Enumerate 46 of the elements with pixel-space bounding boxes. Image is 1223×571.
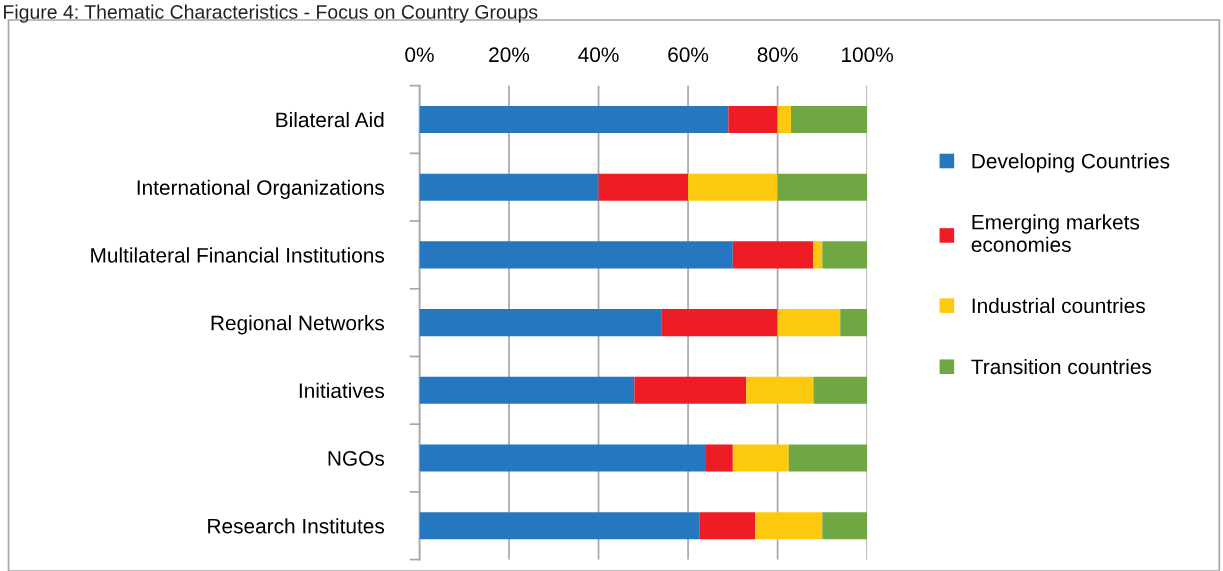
bar <box>419 512 700 540</box>
bar <box>840 309 868 337</box>
y-tick-label: Initiatives <box>299 382 385 399</box>
legend-label: Industrial countries <box>972 297 1145 314</box>
y-tick-label: Research Institutes <box>208 518 385 534</box>
bar <box>419 173 599 201</box>
bar <box>419 376 635 404</box>
bar <box>822 512 868 540</box>
bar <box>788 444 868 472</box>
bar <box>419 444 706 472</box>
bar <box>777 173 868 201</box>
x-tick-label: 80% <box>757 47 798 63</box>
legend-label: Transition countries <box>971 358 1152 375</box>
x-tick-label: 0% <box>405 47 434 63</box>
bar <box>791 105 868 134</box>
y-tick-label: NGOs <box>328 451 385 466</box>
y-tick-label: Bilateral Aid <box>276 111 384 128</box>
bar <box>699 512 756 540</box>
bar <box>746 376 814 404</box>
bar <box>419 309 662 337</box>
legend-label: Emerging markets economies <box>971 214 1140 253</box>
bar <box>755 512 823 540</box>
bar <box>598 173 689 201</box>
y-tick-label: Multilateral Financial Institutions <box>91 247 385 263</box>
bar <box>777 309 841 337</box>
bar <box>419 241 733 269</box>
bar <box>732 241 814 269</box>
bar <box>661 309 778 337</box>
bar <box>634 376 747 404</box>
x-tick-label: 40% <box>578 47 619 63</box>
x-tick-label: 100% <box>842 47 894 63</box>
x-tick-label: 60% <box>668 47 709 63</box>
chart-title: Figure 4: Thematic Characteristics - Focus on Country Groups <box>4 4 538 23</box>
y-tick-label: International Organizations <box>137 179 385 200</box>
bar <box>777 105 792 134</box>
bar <box>705 444 733 472</box>
bar <box>813 376 868 404</box>
bar <box>688 173 778 201</box>
bar <box>822 241 868 269</box>
legend-label: Developing Countries <box>972 153 1170 173</box>
x-tick-label: 20% <box>489 47 530 63</box>
bar <box>732 444 789 472</box>
bar <box>728 105 778 134</box>
bar <box>813 241 823 269</box>
y-tick-label: Regional Networks <box>211 315 385 335</box>
bar <box>419 105 729 134</box>
